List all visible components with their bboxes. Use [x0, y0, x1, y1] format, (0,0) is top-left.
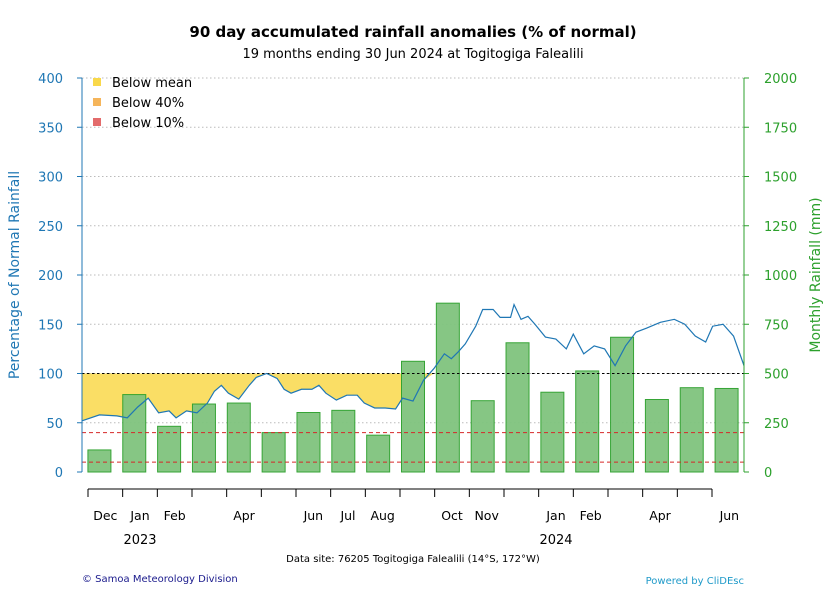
right-tick-label: 1250 [764, 220, 797, 235]
rainfall-bar [401, 360, 425, 473]
data-site-note: Data site: 76205 Togitogiga Falealili (1… [286, 554, 540, 565]
rainfall-bar [331, 409, 356, 473]
left-tick-label: 0 [55, 466, 63, 481]
year-label: 2024 [539, 533, 572, 548]
right-tick-label: 750 [764, 318, 789, 333]
monthly-rainfall-bars [87, 302, 739, 473]
credit-clidesc: Powered by CliDEsc [646, 576, 744, 587]
month-label: Jan [129, 508, 149, 523]
right-tick-label: 1750 [764, 121, 797, 136]
rainfall-bar [296, 412, 321, 473]
legend-swatch [93, 118, 101, 126]
rainfall-bar [575, 370, 600, 473]
rainfall-bar [644, 399, 669, 473]
month-label: Jul [339, 508, 355, 523]
month-label: Oct [441, 508, 463, 523]
legend: Below mean Below 40% Below 10% [93, 76, 192, 131]
rainfall-bar [157, 425, 182, 473]
chart-title: 90 day accumulated rainfall anomalies (%… [189, 23, 636, 41]
axes: 0 50 100 150 200 250 300 350 400 0 250 500 750 1000 12… [38, 72, 797, 548]
month-label: Jun [303, 508, 324, 523]
month-label: Jan [545, 508, 565, 523]
right-tick-label: 0 [764, 466, 772, 481]
right-tick-label: 1000 [764, 269, 797, 284]
left-tick-label: 50 [46, 417, 63, 432]
month-label: Nov [474, 508, 499, 523]
legend-label: Below 10% [112, 116, 184, 131]
right-tick-label: 250 [764, 417, 789, 432]
month-label: Dec [93, 508, 117, 523]
left-tick-label: 250 [38, 220, 63, 235]
left-tick-label: 350 [38, 121, 63, 136]
left-tick-label: 300 [38, 171, 63, 186]
year-label: 2023 [123, 533, 156, 548]
rainfall-bar [226, 402, 251, 473]
rainfall-bar [261, 432, 286, 473]
credit-samoa-met: © Samoa Meteorology Division [82, 574, 238, 585]
reference-lines [82, 373, 744, 463]
rainfall-bar [505, 342, 530, 473]
legend-swatch [93, 78, 101, 86]
left-axis-label: Percentage of Normal Rainfall [7, 171, 23, 379]
rainfall-bar [366, 434, 391, 473]
rainfall-bar [679, 387, 704, 473]
right-tick-label: 2000 [764, 72, 797, 87]
left-tick-label: 100 [38, 368, 63, 383]
rainfall-bar [191, 403, 216, 473]
month-label: Apr [233, 508, 255, 523]
left-tick-label: 150 [38, 318, 63, 333]
rainfall-bar [435, 302, 460, 473]
rainfall-bar [714, 387, 739, 473]
legend-swatch [93, 98, 101, 106]
anomaly-line-series [81, 302, 745, 422]
rainfall-bar [610, 336, 635, 473]
legend-label: Below mean [112, 76, 192, 91]
month-label: Feb [164, 508, 186, 523]
legend-label: Below 40% [112, 96, 184, 111]
month-label: Apr [649, 508, 671, 523]
anomaly-line [81, 302, 745, 422]
rainfall-bar [470, 400, 495, 473]
left-tick-label: 200 [38, 269, 63, 284]
right-tick-label: 1500 [764, 171, 797, 186]
chart-subtitle: 19 months ending 30 Jun 2024 at Togitogi… [242, 47, 583, 62]
rainfall-bar [122, 394, 147, 473]
month-label: Feb [580, 508, 602, 523]
left-tick-label: 400 [38, 72, 63, 87]
month-label: Jun [719, 508, 740, 523]
right-tick-label: 500 [764, 368, 789, 383]
month-label: Aug [370, 508, 394, 523]
right-axis-label: Monthly Rainfall (mm) [808, 197, 824, 352]
rainfall-bar [87, 449, 112, 473]
